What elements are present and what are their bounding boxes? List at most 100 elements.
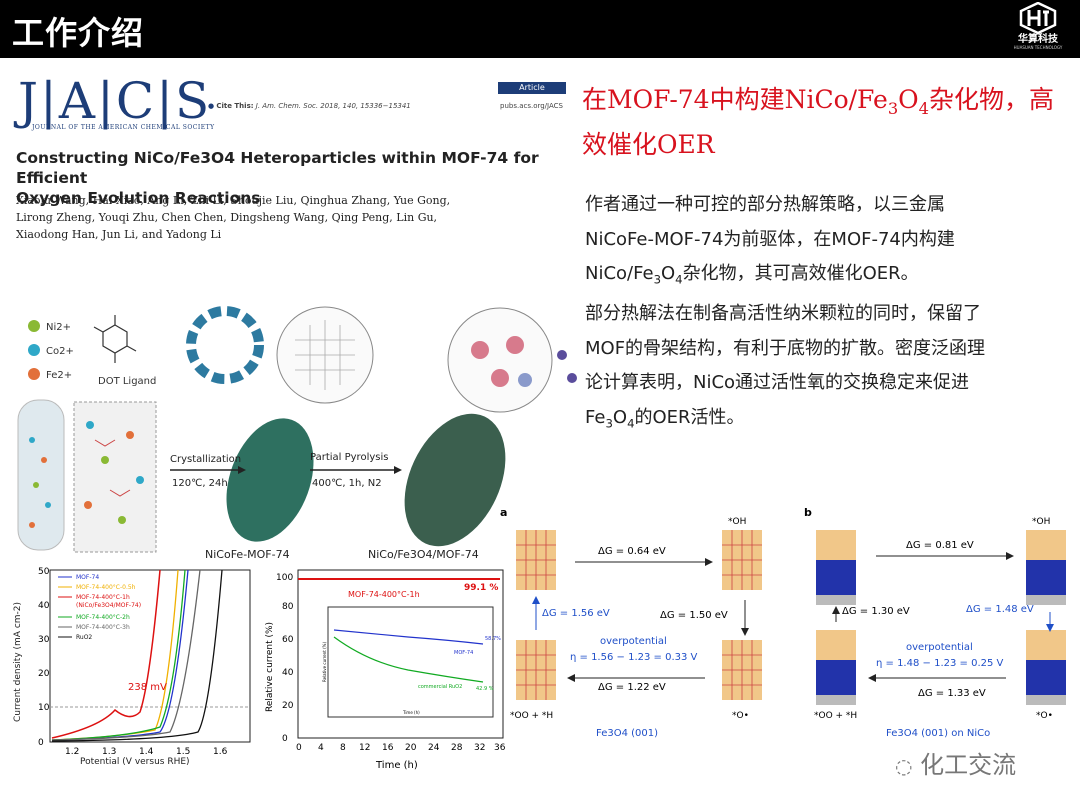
body-span: 杂化物，其可高效催化OER。 <box>682 263 919 284</box>
mof-framework-icon <box>186 306 264 384</box>
stab-xtick-0: 0 <box>296 743 302 753</box>
lsv-plot-frame <box>49 569 251 743</box>
body-span: Fe <box>585 406 606 428</box>
panel-b-dg4: ΔG = 1.30 eV <box>842 606 910 617</box>
fe-ion-icon <box>28 368 40 380</box>
panel-a-arrow-4-head <box>532 596 540 604</box>
stab-xtick-6: 24 <box>428 743 440 753</box>
authors-line3: Xiaodong Han, Jun Li, and Yadong Li <box>16 228 222 241</box>
lsv-xtick-1: 1.3 <box>102 747 116 757</box>
stab-xtick-2: 8 <box>340 743 346 753</box>
stab-xtick-5: 20 <box>405 743 417 753</box>
lsv-legend-3: (NiCo/Fe3O4/MOF-74) <box>76 602 141 609</box>
legend-co: Co2+ <box>46 346 74 357</box>
lsv-legend-5: MOF-74-400°C-3h <box>76 624 130 631</box>
stab-xticks: 0 4 8 12 16 20 24 28 32 36 <box>296 743 506 753</box>
panel-b-arrow-4-head <box>832 606 840 614</box>
stab-ytick-4: 80 <box>282 602 294 612</box>
ni-ion-icon <box>28 320 40 332</box>
logo-subtitle: HUASUAN TECHNOLOGY <box>1013 45 1063 50</box>
heading-line2: 效催化OER <box>582 130 715 159</box>
inset-ruo2-label: commercial RuO2 <box>418 684 462 690</box>
body-sub: 4 <box>675 272 683 287</box>
company-logo: 华算科技 HUASUAN TECHNOLOGY <box>1008 2 1068 56</box>
panel-b-oh: *OH <box>1032 517 1050 527</box>
nico-slab-4-icon <box>1026 630 1066 705</box>
stab-yticks: 0 20 40 60 80 100 <box>276 573 294 744</box>
synthesis-scheme: Ni2+ Co2+ Fe2+ DOT Ligand Crystallizatio… <box>17 306 577 561</box>
slide-title: 工作介绍 <box>12 14 145 52</box>
lsv-xlabel: Potential (V versus RHE) <box>80 757 190 767</box>
legend-ni: Ni2+ <box>46 322 71 333</box>
body-p2-line2: MOF的骨架结构，有利于底物的扩散。密度泛函理 <box>585 337 986 359</box>
authors-line2: Lirong Zheng, Youqi Zhu, Chen Chen, Ding… <box>16 211 438 224</box>
lsv-ytick-3: 30 <box>38 635 50 645</box>
top-bar: 工作介绍 华算科技 HUASUAN TECHNOLOGY <box>0 0 1080 58</box>
product1-label: NiCoFe-MOF-74 <box>205 548 290 561</box>
lsv-ytick-2: 20 <box>38 669 50 679</box>
panel-b-arrow-3-head <box>868 674 876 682</box>
watermark-text: 化工交流 <box>920 751 1017 779</box>
lsv-xtick-4: 1.6 <box>213 747 228 757</box>
inset-ylabel: Relative current (%) <box>322 642 327 682</box>
vial-icon <box>17 399 65 551</box>
lsv-xtick-3: 1.5 <box>176 747 190 757</box>
lsv-annotation: 238 mV <box>128 682 167 693</box>
lsv-ylabel: Current density (mA cm-2) <box>13 602 23 722</box>
heading-sub3: 3 <box>887 99 899 118</box>
stab-xlabel: Time (h) <box>375 760 418 771</box>
lsv-curve-ruo2 <box>51 569 223 742</box>
panel-b-arrow-2-head <box>1046 624 1054 632</box>
body-p1-line1: 作者通过一种可控的部分热解策略，以三金属 <box>585 194 945 215</box>
lsv-legend-2: MOF-74-400°C-1h <box>76 594 130 601</box>
pubs-url: pubs.acs.org/JACS <box>500 102 563 110</box>
fe3o4-slab-4-icon <box>722 640 762 700</box>
body-p1-line2: NiCoFe-MOF-74为前驱体，在MOF-74内构建 <box>585 228 955 250</box>
heading-part-c: 杂化物，高 <box>929 85 1055 114</box>
nico-fe3o4-mof-crystal-icon <box>404 413 506 547</box>
logo-name: 华算科技 <box>1018 34 1058 45</box>
vial-particles <box>29 437 51 528</box>
nico-slab-1-icon <box>816 530 856 605</box>
lsv-ytick-1: 10 <box>38 703 50 713</box>
logo-emblem-icon <box>1019 2 1057 34</box>
body-sub: 4 <box>627 416 635 431</box>
ligand-label: DOT Ligand <box>98 376 156 387</box>
panel-b-arrow-1-head <box>1006 552 1014 560</box>
cite-label: Cite This: <box>216 102 254 110</box>
heading-sub4: 4 <box>918 99 930 118</box>
panel-a-arrow-1-head <box>705 558 713 566</box>
stab-xtick-4: 16 <box>382 743 394 753</box>
panel-a-ooh: *OO + *H <box>510 711 553 721</box>
panel-a-oh: *OH <box>728 517 746 527</box>
paper-authors: Xiaolu Wang, Hai Xiao, Ang Li, Zhi Li, S… <box>16 192 576 243</box>
paper-title: Constructing NiCo/Fe3O4 Heteroparticles … <box>16 148 576 208</box>
lsv-curve-3h <box>51 569 201 741</box>
stab-xtick-1: 4 <box>318 743 324 753</box>
dot-ligand-icon <box>93 315 137 363</box>
body-sub: 3 <box>605 416 613 431</box>
panel-a-overpotential: overpotential <box>600 636 667 647</box>
fe3o4-slab-3-icon <box>516 640 556 700</box>
panel-b-caption: Fe3O4 (001) on NiCo <box>886 728 990 739</box>
panel-a-eta: η = 1.56 − 1.23 = 0.33 V <box>570 652 698 663</box>
lsv-ytick-0: 0 <box>38 738 44 748</box>
lsv-legend: MOF-74 MOF-74-400°C-0.5h MOF-74-400°C-1h… <box>58 574 141 641</box>
lsv-legend-0: MOF-74 <box>76 574 99 581</box>
panel-b-ooh: *OO + *H <box>814 711 857 721</box>
fe3o4-slab-1-icon <box>516 530 556 590</box>
citation: ● Cite This: J. Am. Chem. Soc. 2018, 140… <box>208 102 411 110</box>
nicofe-mof-crystal-icon <box>226 418 314 542</box>
fe3o4-slab-2-icon <box>722 530 762 590</box>
inset-mof-curve <box>333 629 484 645</box>
stab-ytick-5: 100 <box>276 573 293 583</box>
body-span: 的OER活性。 <box>634 406 745 428</box>
heading-part-a: 在MOF-74中构建NiCo/Fe <box>582 85 888 114</box>
stability-chart: Relative current (%) Time (h) 0 20 40 60… <box>265 569 506 771</box>
stab-xtick-3: 12 <box>359 743 370 753</box>
body-span: O <box>661 263 676 284</box>
step1-cond: 120℃, 24h <box>172 478 228 489</box>
lsv-ytick-5: 50 <box>38 567 50 577</box>
lsv-curve-1h <box>51 569 161 739</box>
lsv-xticks: 1.2 1.3 1.4 1.5 1.6 <box>65 747 228 757</box>
